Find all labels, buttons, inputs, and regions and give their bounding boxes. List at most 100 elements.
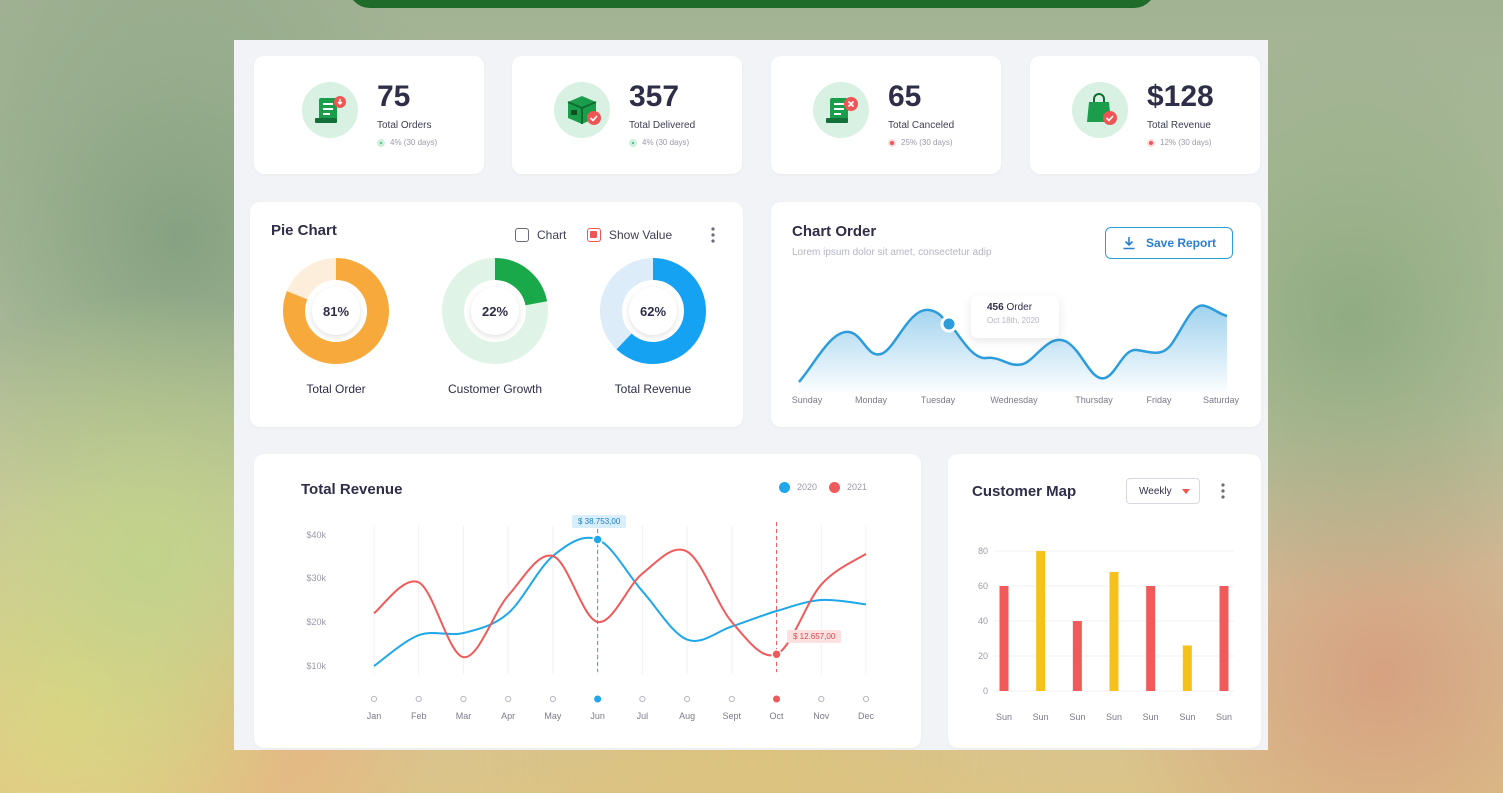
tooltip-unit: Order	[1006, 302, 1032, 313]
x-tick-label: Sunday	[777, 395, 837, 405]
x-tick-label: Sun	[1216, 712, 1232, 722]
stat-label: Total Delivered	[629, 120, 695, 131]
order-highlight-point[interactable]	[942, 317, 956, 331]
show-value-checkbox[interactable]: Show Value	[587, 228, 672, 242]
stat-value: 65	[888, 80, 921, 114]
month-label: Aug	[667, 711, 707, 721]
pie-chart-card: Pie Chart Chart Show Value 81% Total Ord…	[250, 202, 743, 427]
month-marker[interactable]	[640, 696, 645, 701]
month-label: Apr	[488, 711, 528, 721]
top-banner	[348, 0, 1156, 8]
stat-card-orders: 75 Total Orders 4% (30 days)	[254, 56, 484, 174]
dashboard-panel: 75 Total Orders 4% (30 days) 357 Total D…	[234, 40, 1268, 750]
x-tick-label: Sun	[996, 712, 1012, 722]
y-tick-label: 0	[983, 686, 988, 696]
donut-chart-customer-growth: 22%	[441, 257, 549, 365]
month-label: May	[533, 711, 573, 721]
month-label: Oct	[757, 711, 797, 721]
bar[interactable]	[1146, 586, 1155, 691]
month-marker[interactable]	[461, 696, 466, 701]
x-tick-label: Sun	[1069, 712, 1085, 722]
receipt-icon	[302, 82, 358, 138]
bar[interactable]	[1073, 621, 1082, 691]
y-tick-label: 40	[978, 616, 988, 626]
month-marker[interactable]	[819, 696, 824, 701]
bar[interactable]	[1183, 646, 1192, 692]
tooltip-date: Oct 18th, 2020	[987, 316, 1059, 325]
tooltip-value: 456	[987, 302, 1004, 313]
month-marker[interactable]	[863, 696, 868, 701]
month-marker[interactable]	[416, 696, 421, 701]
revenue-tag-2021: $ 12.657,00	[787, 630, 841, 643]
donut-value: 62%	[629, 287, 677, 335]
chart-order-card: Chart Order Lorem ipsum dolor sit amet, …	[771, 202, 1261, 427]
stat-card-revenue: $128 Total Revenue 12% (30 days)	[1030, 56, 1260, 174]
revenue-line-chart	[254, 454, 921, 748]
stat-value: 75	[377, 80, 410, 114]
donut-chart-total-revenue: 62%	[599, 257, 707, 365]
x-tick-label: Thursday	[1064, 395, 1124, 405]
customer-bar-chart: 806040200Sun Sun Sun Sun Sun Sun Sun	[948, 454, 1261, 748]
checkbox-label: Chart	[537, 228, 566, 242]
month-marker[interactable]	[774, 696, 780, 702]
x-tick-label: Sun	[1179, 712, 1195, 722]
month-label: Dec	[846, 711, 886, 721]
month-label: Jan	[354, 711, 394, 721]
stat-card-canceled: 65 Total Canceled 25% (30 days)	[771, 56, 1001, 174]
trend-down-icon	[888, 139, 896, 147]
month-label: Feb	[399, 711, 439, 721]
month-marker[interactable]	[595, 696, 601, 702]
donut-label: Total Order	[266, 382, 406, 396]
stat-change: 12% (30 days)	[1147, 138, 1212, 147]
box-delivered-icon	[554, 82, 610, 138]
x-tick-label: Sun	[1106, 712, 1122, 722]
bar[interactable]	[1220, 586, 1229, 691]
trend-up-icon	[377, 139, 385, 147]
month-label: Mar	[443, 711, 483, 721]
bar[interactable]	[1036, 551, 1045, 691]
stat-value: $128	[1147, 80, 1214, 114]
receipt-canceled-icon	[813, 82, 869, 138]
month-marker[interactable]	[729, 696, 734, 701]
total-revenue-card: Total Revenue 2020 2021 $40k $30k $20k $…	[254, 454, 921, 748]
highlight-point[interactable]	[772, 650, 781, 659]
trend-up-icon	[629, 139, 637, 147]
donut-label: Customer Growth	[425, 382, 565, 396]
donut-label: Total Revenue	[583, 382, 723, 396]
donut-value: 22%	[471, 287, 519, 335]
stat-change: 4% (30 days)	[629, 138, 689, 147]
month-label: Jun	[578, 711, 618, 721]
y-tick-label: 20	[978, 651, 988, 661]
x-tick-label: Saturday	[1190, 395, 1252, 405]
stat-card-delivered: 357 Total Delivered 4% (30 days)	[512, 56, 742, 174]
month-marker[interactable]	[550, 696, 555, 701]
checkbox-checked-icon[interactable]	[587, 228, 601, 242]
chart-checkbox[interactable]: Chart	[515, 228, 566, 242]
card-title: Pie Chart	[271, 222, 337, 239]
bar[interactable]	[1000, 586, 1009, 691]
month-label: Sept	[712, 711, 752, 721]
x-tick-label: Tuesday	[908, 395, 968, 405]
month-label: Jul	[622, 711, 662, 721]
donut-value: 81%	[312, 287, 360, 335]
highlight-point[interactable]	[593, 535, 602, 544]
x-tick-label: Friday	[1129, 395, 1189, 405]
donut-chart-total-order: 81%	[282, 257, 390, 365]
checkbox-icon[interactable]	[515, 228, 529, 242]
more-options-icon[interactable]	[710, 226, 716, 244]
month-marker[interactable]	[684, 696, 689, 701]
stat-change: 4% (30 days)	[377, 138, 437, 147]
stat-label: Total Orders	[377, 120, 431, 131]
trend-down-icon	[1147, 139, 1155, 147]
bar[interactable]	[1110, 572, 1119, 691]
month-marker[interactable]	[371, 696, 376, 701]
checkbox-label: Show Value	[609, 228, 672, 242]
x-tick-label: Sun	[1143, 712, 1159, 722]
month-marker[interactable]	[506, 696, 511, 701]
y-tick-label: 60	[978, 581, 988, 591]
x-tick-label: Sun	[1033, 712, 1049, 722]
stat-change: 25% (30 days)	[888, 138, 953, 147]
stat-label: Total Revenue	[1147, 120, 1211, 131]
order-tooltip: 456 Order Oct 18th, 2020	[971, 296, 1059, 338]
shopping-bag-icon	[1072, 82, 1128, 138]
